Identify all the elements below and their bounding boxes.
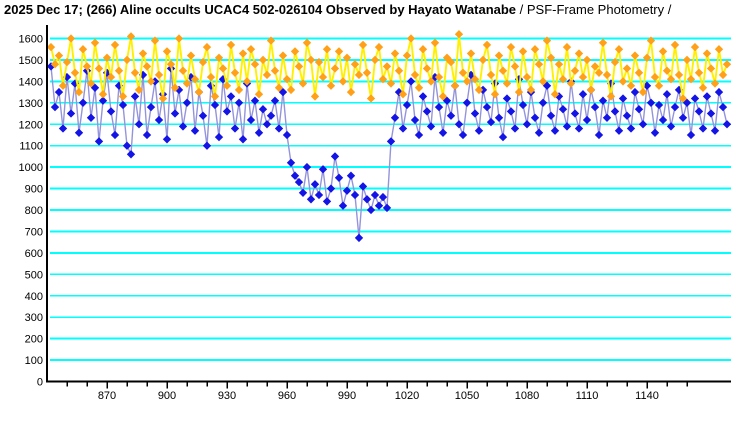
x-tick-label: 900 [158,390,176,402]
x-axis-labels: 870 900 930 960 990 1020 1050 1080 1110 1140 [98,390,659,402]
y-tick-label: 1500 [19,55,43,67]
y-tick-label: 1000 [19,162,43,174]
y-axis-labels: 0 100 200 300 400 500 600 700 800 900 1000 1100 1200… [19,34,43,389]
x-tick-label: 1080 [515,390,539,402]
y-tick-label: 1600 [19,34,43,46]
x-tick-label: 990 [338,390,356,402]
y-tick-label: 300 [25,312,43,324]
series-line-orange-comparison-star [50,34,728,99]
chart-title-suffix: / PSF-Frame Photometry / [519,2,672,17]
x-tick-label: 1140 [635,390,659,402]
y-tick-label: 100 [25,355,43,367]
series-markers-blue-target-star [46,62,732,243]
chart-title: 2025 Dec 17; (266) Aline occults UCAC4 5… [4,2,671,17]
y-tick-label: 900 [25,184,43,196]
x-tick-label: 1050 [455,390,479,402]
y-tick-label: 1200 [19,119,43,131]
y-tick-label: 200 [25,334,43,346]
series-markers-orange-comparison-star [46,30,732,103]
axes [46,25,731,383]
chart-title-main: 2025 Dec 17; (266) Aline occults UCAC4 5… [4,2,520,17]
y-tick-label: 1300 [19,98,43,110]
x-tick-label: 870 [98,390,116,402]
x-tick-label: 960 [278,390,296,402]
x-axis-ticks [66,382,688,389]
y-tick-label: 700 [25,226,43,238]
x-tick-label: 930 [218,390,236,402]
y-tick-label: 800 [25,205,43,217]
y-tick-label: 600 [25,248,43,260]
y-tick-label: 500 [25,269,43,281]
y-tick-label: 1400 [19,76,43,88]
series-blue-target-star [46,62,732,243]
y-tick-label: 400 [25,291,43,303]
x-tick-label: 1110 [576,390,599,402]
series-line-blue-target-star [50,66,728,238]
series-orange-comparison-star [46,30,732,103]
y-tick-label: 0 [37,377,43,389]
y-tick-label: 1100 [19,141,43,153]
x-tick-label: 1020 [395,390,419,402]
